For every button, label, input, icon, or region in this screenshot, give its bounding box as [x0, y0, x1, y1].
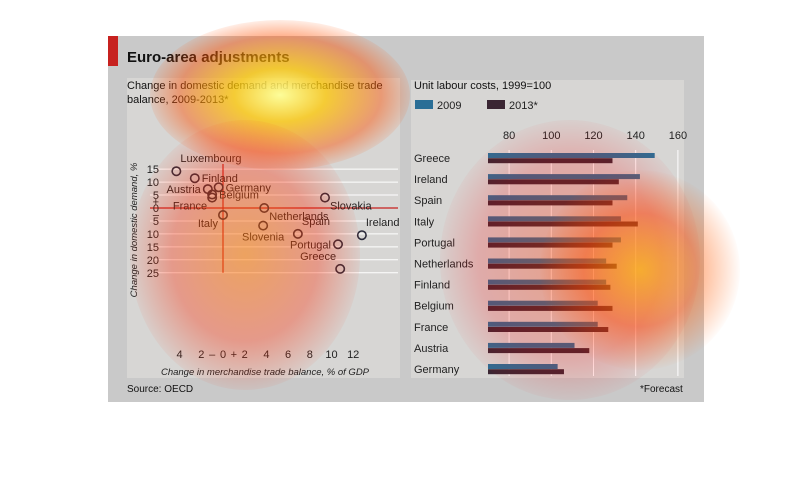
- bar-2013: [488, 369, 564, 375]
- bar-category-label: Spain: [414, 195, 442, 207]
- red-tab-marker: [108, 36, 118, 66]
- bar-2013: [488, 263, 617, 269]
- bar-2009: [488, 258, 607, 264]
- bar-x-tick-label: 120: [584, 130, 602, 142]
- bar-2009: [488, 321, 598, 327]
- bar-2013: [488, 284, 611, 290]
- bar-2009: [488, 237, 621, 243]
- bar-category-label: Finland: [414, 280, 450, 292]
- legend-label: 2009: [437, 100, 461, 112]
- bar-2013: [488, 242, 613, 248]
- bar-category-label: Portugal: [414, 237, 455, 249]
- bar-2009: [488, 364, 558, 369]
- bar-category-label: Ireland: [414, 174, 448, 186]
- bar-2013: [488, 348, 590, 354]
- bar-2013: [488, 179, 619, 185]
- bar-category-label: Netherlands: [414, 259, 474, 271]
- bar-2009: [488, 153, 655, 158]
- scatter-point-label: Ireland: [366, 217, 400, 229]
- bar-2013: [488, 221, 638, 227]
- forecast-footnote: *Forecast: [640, 384, 683, 395]
- legend-swatch: [487, 100, 505, 109]
- bar-category-label: France: [414, 322, 448, 334]
- bar-category-label: Belgium: [414, 301, 454, 313]
- bar-2009: [488, 342, 575, 348]
- bar-category-label: Greece: [414, 153, 450, 165]
- bar-2009: [488, 216, 621, 222]
- bar-x-tick-label: 160: [669, 130, 687, 142]
- bar-category-label: Italy: [414, 216, 435, 228]
- source-note: Source: OECD: [127, 384, 194, 395]
- bar-2009: [488, 279, 607, 285]
- bar-2013: [488, 200, 613, 206]
- bar-2013: [488, 158, 613, 164]
- bar-2013: [488, 305, 613, 311]
- bar-2009: [488, 300, 598, 306]
- legend-swatch: [415, 100, 433, 109]
- bar-title: Unit labour costs, 1999=100: [414, 80, 552, 92]
- bar-x-tick-label: 80: [503, 130, 515, 142]
- legend-label: 2013*: [509, 100, 538, 112]
- bar-2009: [488, 195, 628, 201]
- bar-category-label: Austria: [414, 343, 449, 355]
- bar-2009: [488, 174, 640, 180]
- bar-2013: [488, 327, 609, 332]
- bar-x-tick-label: 100: [542, 130, 560, 142]
- bar-category-label: Germany: [414, 364, 460, 376]
- bar-x-tick-label: 140: [627, 130, 645, 142]
